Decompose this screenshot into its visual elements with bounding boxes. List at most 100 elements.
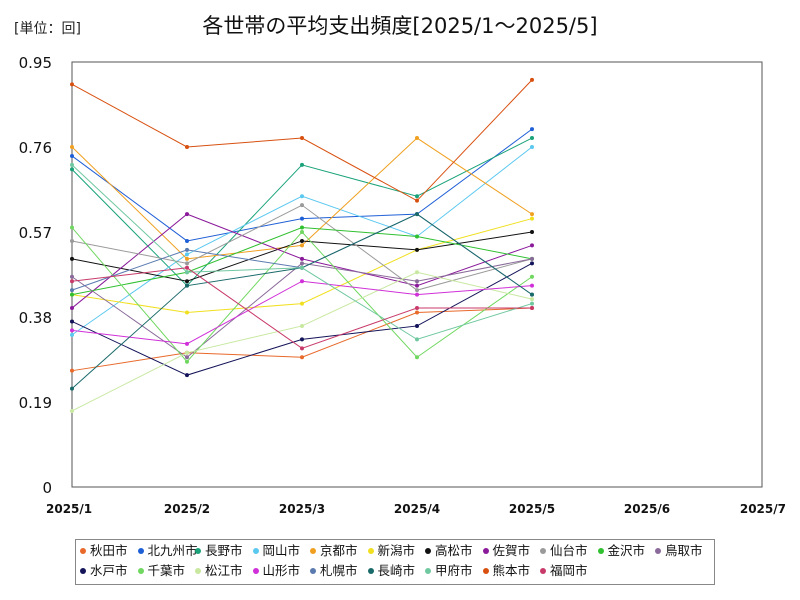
legend-label: 長野市 xyxy=(205,543,243,558)
x-tick-label: 2025/5 xyxy=(509,502,555,516)
legend-item: 福岡市 xyxy=(540,563,588,579)
data-point xyxy=(300,301,304,306)
legend-item: 鳥取市 xyxy=(655,543,703,559)
legend-label: 高松市 xyxy=(435,543,473,558)
data-point xyxy=(185,145,189,149)
data-point xyxy=(415,337,419,342)
data-point xyxy=(70,225,74,230)
legend-marker xyxy=(80,567,86,574)
legend-marker xyxy=(195,567,201,574)
data-point xyxy=(530,77,534,82)
legend-label: 松江市 xyxy=(205,563,243,578)
legend-item: 千葉市 xyxy=(137,563,186,579)
legend-marker xyxy=(252,567,259,574)
legend-label: 熊本市 xyxy=(492,563,531,578)
data-point xyxy=(70,386,74,391)
data-point xyxy=(70,153,74,158)
unit-label: [単位：回] xyxy=(14,21,81,37)
legend-item: 京都市 xyxy=(310,543,358,559)
legend-label: 福岡市 xyxy=(550,563,588,578)
x-tick-label: 2025/3 xyxy=(279,502,325,516)
data-point xyxy=(300,216,304,221)
data-point xyxy=(185,279,189,284)
legend-item: 佐賀市 xyxy=(482,543,530,559)
data-point xyxy=(300,355,304,360)
data-point xyxy=(530,306,534,311)
data-point xyxy=(185,373,189,378)
data-point xyxy=(185,310,189,315)
data-point xyxy=(185,256,189,261)
legend-item: 札幌市 xyxy=(310,563,358,579)
data-point xyxy=(70,332,74,337)
legend-label: 新潟市 xyxy=(377,543,416,558)
y-tick-label: 0.19 xyxy=(19,394,52,412)
legend-marker xyxy=(482,547,489,554)
data-point xyxy=(300,256,304,261)
data-point xyxy=(530,283,534,288)
data-point xyxy=(70,328,74,333)
data-point xyxy=(70,288,74,293)
legend-item: 甲府市 xyxy=(425,563,473,579)
data-point xyxy=(300,136,304,141)
data-point xyxy=(300,346,304,351)
data-point xyxy=(530,301,534,306)
data-point xyxy=(415,234,419,239)
data-point xyxy=(70,408,74,413)
data-point xyxy=(70,167,74,172)
legend-item: 新潟市 xyxy=(367,543,416,559)
legend-marker xyxy=(310,547,316,554)
legend-marker xyxy=(425,547,431,554)
legend-label: 長崎市 xyxy=(377,563,416,578)
x-tick-label: 2025/7 xyxy=(740,502,786,516)
legend-item: 松江市 xyxy=(195,563,243,579)
data-point xyxy=(415,283,419,288)
legend-item: 長崎市 xyxy=(367,563,416,579)
legend-label: 仙台市 xyxy=(550,543,588,558)
legend-marker xyxy=(597,547,604,554)
data-point xyxy=(300,243,304,248)
axes xyxy=(71,61,763,488)
legend-marker xyxy=(655,547,661,554)
legend-item: 高松市 xyxy=(425,543,473,559)
data-point xyxy=(300,203,304,208)
data-point xyxy=(70,238,74,243)
legend-label: 北九州市 xyxy=(147,543,198,558)
data-point xyxy=(415,310,419,315)
data-point xyxy=(415,355,419,360)
x-tick-label: 2025/1 xyxy=(46,502,92,516)
data-point xyxy=(530,145,534,149)
legend-marker xyxy=(80,547,86,554)
data-point xyxy=(185,252,189,257)
data-point xyxy=(70,162,74,167)
legend-label: 山形市 xyxy=(262,563,301,578)
data-point xyxy=(185,261,189,266)
legend-item: 岡山市 xyxy=(252,543,301,559)
legend-label: 岡山市 xyxy=(262,543,301,558)
legend-item: 仙台市 xyxy=(540,543,588,559)
data-point xyxy=(415,292,419,297)
legend-label: 甲府市 xyxy=(435,563,473,578)
legend-marker xyxy=(137,547,144,554)
data-point xyxy=(185,212,189,217)
y-tick-label: 0.76 xyxy=(19,139,52,157)
data-point xyxy=(530,127,534,132)
data-point xyxy=(185,238,189,243)
data-point xyxy=(185,265,189,270)
chart-title: 各世帯の平均支出頻度[2025/1～2025/5] xyxy=(202,14,598,38)
legend-marker xyxy=(137,567,144,574)
data-point xyxy=(300,230,304,234)
legend-item: 長野市 xyxy=(195,543,243,559)
data-point xyxy=(415,198,419,203)
legend-item: 山形市 xyxy=(252,563,301,579)
data-point xyxy=(415,279,419,284)
legend-label: 千葉市 xyxy=(147,563,186,578)
data-point xyxy=(300,194,304,199)
data-point xyxy=(70,256,74,261)
data-point xyxy=(185,270,189,275)
legend-marker xyxy=(540,547,546,554)
data-point xyxy=(530,261,534,266)
plot-area xyxy=(71,61,763,488)
tick-labels: 0 0.19 0.38 0.57 0.76 0.95 2025/1 2025/2 2025/3 2… xyxy=(19,54,786,516)
data-point xyxy=(185,350,189,355)
